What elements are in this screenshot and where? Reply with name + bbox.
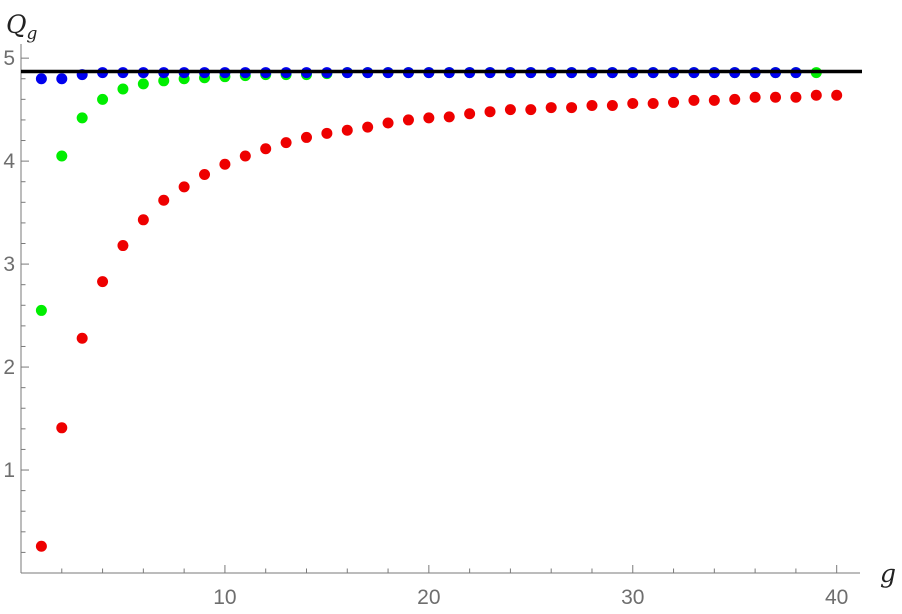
data-point bbox=[545, 102, 557, 114]
data-point bbox=[321, 127, 333, 139]
data-point bbox=[688, 94, 700, 106]
data-point bbox=[158, 194, 170, 206]
data-point bbox=[668, 96, 680, 108]
data-point bbox=[402, 114, 414, 126]
data-point bbox=[56, 73, 68, 85]
data-point bbox=[484, 106, 496, 118]
data-point bbox=[137, 78, 149, 90]
data-point bbox=[300, 131, 312, 143]
data-point bbox=[280, 137, 292, 149]
series-1 bbox=[35, 89, 843, 552]
data-point bbox=[770, 91, 782, 103]
data-point bbox=[749, 91, 761, 103]
data-point bbox=[117, 83, 129, 95]
data-point bbox=[586, 100, 598, 112]
data-point bbox=[627, 97, 639, 109]
data-point bbox=[443, 111, 455, 123]
data-point bbox=[382, 117, 394, 129]
data-point bbox=[260, 143, 272, 155]
data-point bbox=[810, 89, 822, 101]
data-point bbox=[362, 121, 374, 133]
x-axis-title: g bbox=[880, 559, 896, 588]
x-tick-label: 40 bbox=[825, 586, 848, 609]
axes bbox=[20, 44, 860, 574]
data-point bbox=[178, 181, 190, 193]
x-tick-label: 30 bbox=[621, 586, 644, 609]
y-tick-label: 5 bbox=[3, 47, 15, 70]
data-point bbox=[117, 240, 129, 252]
data-point bbox=[504, 104, 516, 116]
data-point bbox=[35, 73, 47, 85]
data-point bbox=[464, 108, 476, 120]
data-point bbox=[137, 214, 149, 226]
y-tick-label: 4 bbox=[3, 150, 15, 173]
series-3 bbox=[35, 67, 802, 85]
data-point bbox=[790, 91, 802, 103]
data-point bbox=[525, 104, 537, 116]
data-point bbox=[219, 158, 231, 170]
data-point bbox=[97, 276, 109, 288]
data-point bbox=[831, 89, 843, 101]
data-point bbox=[708, 94, 720, 106]
y-axis-title-main: Q bbox=[6, 10, 27, 39]
y-axis-title-subscript: g bbox=[27, 24, 38, 44]
data-point bbox=[341, 124, 353, 136]
x-tick-label: 10 bbox=[213, 586, 236, 609]
y-tick-label: 2 bbox=[3, 356, 15, 379]
data-point bbox=[35, 304, 47, 316]
data-point bbox=[158, 75, 170, 87]
data-point bbox=[199, 169, 211, 181]
x-tick-label: 20 bbox=[417, 586, 440, 609]
data-point bbox=[56, 150, 68, 162]
y-tick-label: 3 bbox=[3, 253, 15, 276]
data-point bbox=[729, 93, 741, 105]
data-point bbox=[76, 112, 88, 124]
y-tick-label: 1 bbox=[3, 459, 15, 482]
data-point bbox=[647, 97, 659, 109]
data-points bbox=[35, 67, 843, 552]
data-point bbox=[35, 540, 47, 552]
data-point bbox=[239, 150, 251, 162]
data-point bbox=[76, 332, 88, 344]
series-2 bbox=[35, 67, 822, 316]
data-point bbox=[423, 112, 435, 124]
y-axis-title: Qg bbox=[6, 10, 38, 44]
tick-marks bbox=[21, 57, 838, 573]
data-point bbox=[566, 102, 578, 114]
data-point bbox=[606, 100, 618, 112]
tick-labels: 10 20 30 40 1 2 3 4 5 bbox=[3, 47, 848, 609]
data-point bbox=[97, 93, 109, 105]
data-point bbox=[56, 422, 68, 434]
